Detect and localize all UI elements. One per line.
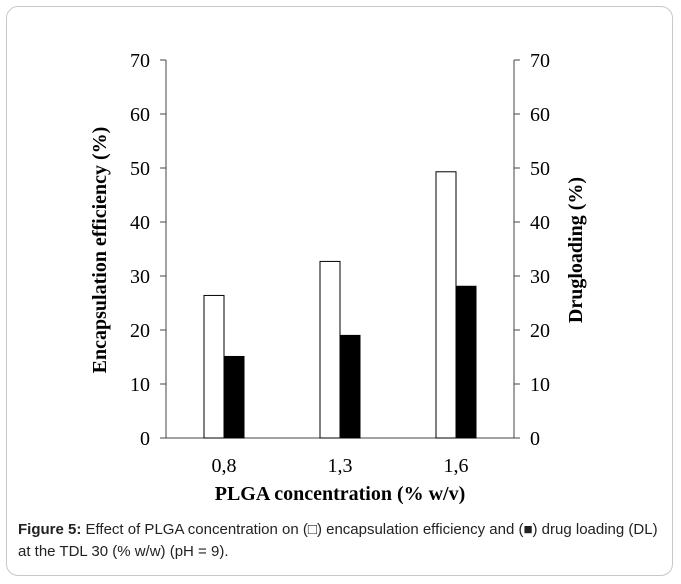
x-tick-label: 0,8 (212, 455, 237, 477)
right-y-axis-title: Drugloading (%) (565, 177, 587, 323)
x-tick-label: 1,3 (328, 455, 353, 477)
left-y-tick-label: 0 (140, 428, 150, 450)
left-y-tick-label: 30 (130, 266, 150, 288)
filled-square-icon: ■ (523, 521, 532, 538)
x-axis-title: PLGA concentration (% w/v) (215, 483, 466, 505)
right-y-tick-label: 70 (530, 50, 550, 72)
bars (204, 172, 476, 438)
right-y-axis: 0 10 20 30 40 50 60 70 (514, 50, 550, 450)
left-y-axis-title: Encapsulation efficiency (%) (89, 127, 111, 374)
right-y-tick-label: 60 (530, 104, 550, 126)
right-y-tick-label: 30 (530, 266, 550, 288)
x-tick-label: 1,6 (444, 455, 469, 477)
drug-loading-bar (224, 356, 244, 438)
caption-text-1: Effect of PLGA concentration on ( (81, 521, 308, 538)
right-y-tick-label: 40 (530, 212, 550, 234)
encapsulation-efficiency-bar (204, 295, 224, 438)
encapsulation-efficiency-bar (436, 172, 456, 438)
left-y-tick-label: 70 (130, 50, 150, 72)
right-y-tick-label: 50 (530, 158, 550, 180)
drug-loading-bar (456, 286, 476, 438)
right-y-tick-label: 0 (530, 428, 540, 450)
bar-chart: 0 10 20 30 40 50 60 70 0 10 20 30 40 50 60 70 0,8 1,3 1,… (0, 0, 681, 515)
left-y-tick-label: 60 (130, 104, 150, 126)
caption-label: Figure 5: (18, 521, 81, 538)
drug-loading-bar (340, 335, 360, 438)
x-axis: 0,8 1,3 1,6 (166, 438, 514, 477)
left-y-tick-label: 40 (130, 212, 150, 234)
left-y-axis: 0 10 20 30 40 50 60 70 (130, 50, 166, 450)
caption-text-2: ) encapsulation efficiency and ( (317, 521, 524, 538)
figure-caption: Figure 5: Effect of PLGA concentration o… (18, 519, 663, 563)
encapsulation-efficiency-bar (320, 261, 340, 438)
left-y-tick-label: 20 (130, 320, 150, 342)
left-y-tick-label: 50 (130, 158, 150, 180)
open-square-icon: □ (308, 521, 317, 538)
right-y-tick-label: 10 (530, 374, 550, 396)
right-y-tick-label: 20 (530, 320, 550, 342)
left-y-tick-label: 10 (130, 374, 150, 396)
